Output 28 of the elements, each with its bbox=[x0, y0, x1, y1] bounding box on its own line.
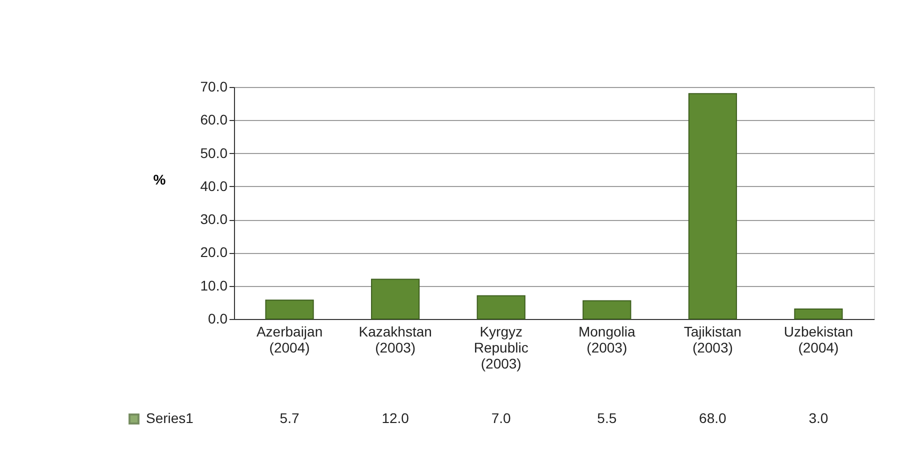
data-label: 5.5 bbox=[597, 410, 617, 426]
x-tick-label: Kazakhstan (2003) bbox=[358, 324, 432, 356]
x-tick-label: Tajikistan (2003) bbox=[684, 324, 742, 356]
y-tick-label: 70.0 bbox=[200, 78, 228, 94]
bar bbox=[582, 300, 632, 320]
bar bbox=[794, 308, 843, 320]
data-label: 7.0 bbox=[491, 410, 512, 426]
y-tick-label: 20.0 bbox=[200, 244, 228, 260]
y-tick-label: 40.0 bbox=[200, 178, 228, 194]
data-label: 12.0 bbox=[382, 410, 410, 426]
data-label: 3.0 bbox=[808, 410, 828, 426]
data-label: 5.7 bbox=[280, 410, 300, 426]
data-label: 68.0 bbox=[699, 410, 727, 426]
x-tick-label: Kyrgyz Republic (2003) bbox=[474, 324, 528, 372]
y-tick-label: 10.0 bbox=[200, 277, 228, 294]
x-tick-label: Mongolia (2003) bbox=[578, 324, 636, 356]
legend-label: Series1 bbox=[146, 410, 194, 426]
y-tick-label: 50.0 bbox=[200, 144, 228, 161]
bar bbox=[688, 93, 737, 320]
bar bbox=[476, 295, 526, 320]
x-tick-label: Uzbekistan (2004) bbox=[784, 324, 854, 356]
y-tick-label: 60.0 bbox=[200, 112, 228, 128]
y-axis-title: % bbox=[153, 172, 166, 188]
bar bbox=[265, 300, 314, 320]
y-tick-label: 30.0 bbox=[200, 211, 228, 228]
y-tick-label: 0.0 bbox=[208, 310, 228, 326]
bar bbox=[371, 278, 420, 320]
x-tick-label: Azerbaijan (2004) bbox=[256, 324, 323, 356]
